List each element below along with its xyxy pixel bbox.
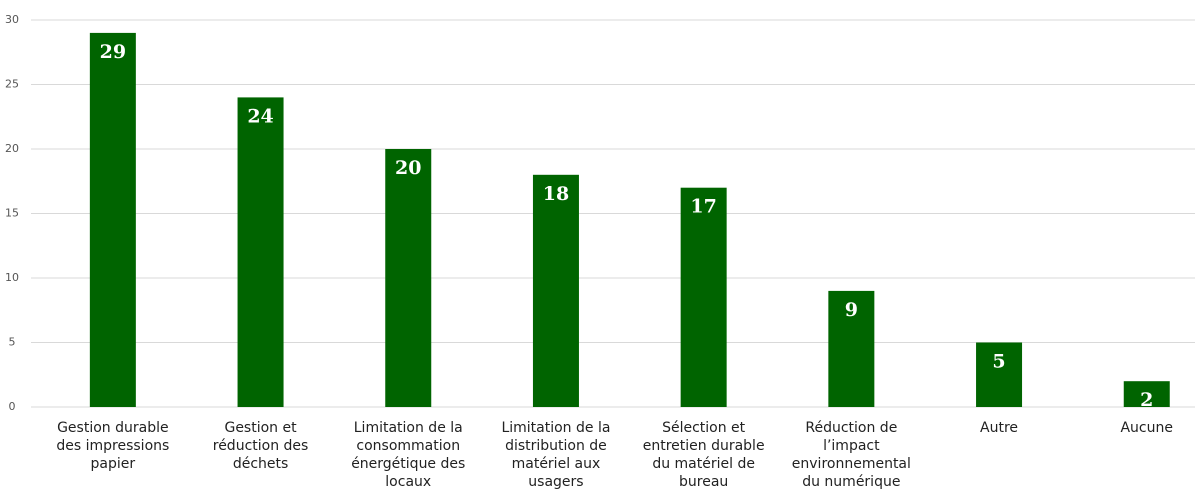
- x-tick-label: Gestion durable des impressions papier: [56, 420, 170, 472]
- value-label: 9: [845, 299, 858, 321]
- bar: [1123, 381, 1170, 407]
- bar: [828, 290, 875, 407]
- value-label: 18: [543, 183, 569, 205]
- bar: [385, 149, 432, 407]
- bar: [976, 342, 1023, 407]
- value-label: 2: [1140, 389, 1153, 411]
- bar: [532, 174, 579, 407]
- y-tick-label: 10: [5, 271, 19, 284]
- value-label: 24: [247, 105, 273, 127]
- value-label: 20: [395, 157, 421, 179]
- x-tick-label: Limitation de la distribution de matérie…: [501, 420, 611, 490]
- x-tick-label: Sélection et entretien durable du matéri…: [642, 420, 765, 490]
- value-label: 5: [992, 351, 1005, 373]
- x-tick-label: Autre: [980, 420, 1019, 436]
- bar: [237, 97, 284, 408]
- x-tick-label: Limitation de la consommation énergétiqu…: [351, 420, 466, 490]
- y-tick-label: 20: [5, 142, 19, 155]
- y-tick-label: 25: [5, 78, 19, 91]
- x-tick-label: Gestion et réduction des déchets: [212, 420, 309, 472]
- value-label: 17: [690, 196, 716, 218]
- y-tick-label: 30: [5, 13, 19, 26]
- x-tick-label: Aucune: [1120, 420, 1173, 436]
- y-tick-label: 5: [9, 336, 16, 349]
- y-tick-label: 0: [9, 400, 16, 413]
- y-tick-label: 15: [5, 207, 19, 220]
- x-tick-label: Réduction de l’impact environnemental du…: [791, 420, 911, 490]
- value-label: 29: [100, 41, 126, 63]
- bar: [89, 32, 136, 408]
- bar: [680, 187, 727, 407]
